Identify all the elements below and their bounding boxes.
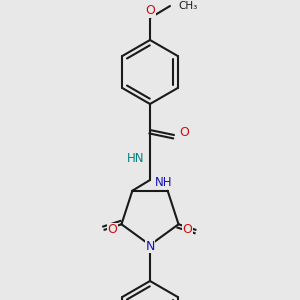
- Text: O: O: [145, 4, 155, 17]
- Text: O: O: [179, 127, 189, 140]
- Text: HN: HN: [127, 152, 145, 164]
- Text: N: N: [145, 239, 155, 253]
- Text: O: O: [183, 223, 193, 236]
- Text: NH: NH: [155, 176, 173, 188]
- Text: CH₃: CH₃: [178, 1, 197, 11]
- Text: O: O: [107, 223, 117, 236]
